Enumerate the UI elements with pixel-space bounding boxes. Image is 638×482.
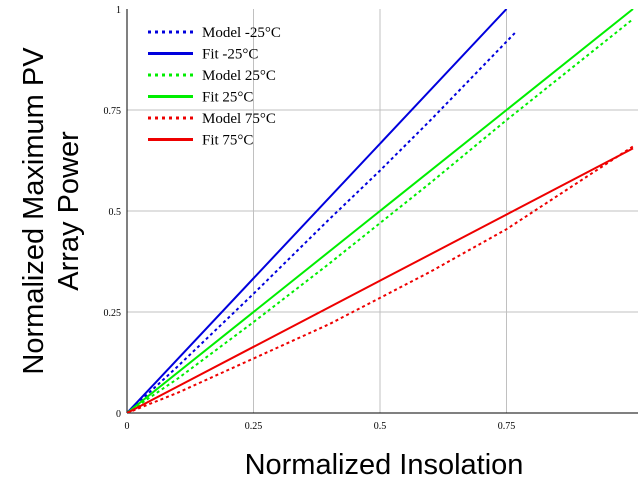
series-line (127, 30, 518, 413)
series-group (127, 9, 634, 413)
y-tick-label: 0.25 (104, 308, 122, 319)
axes (126, 9, 638, 414)
series-line (127, 9, 634, 413)
y-tick-label: 0 (116, 409, 121, 420)
x-tick-labels: 0 0.25 0.5 0.75 (125, 421, 516, 432)
legend-label: Model 25°C (202, 68, 276, 84)
x-tick-label: 0.5 (374, 421, 387, 432)
grid (127, 9, 638, 413)
series-line (127, 147, 634, 413)
series-line (127, 145, 634, 413)
y-tick-labels: 0 0.25 0.5 0.75 1 (104, 5, 122, 420)
y-axis-label-line-1: Normalized Maximum PV (18, 47, 50, 375)
x-tick-label: 0.75 (498, 421, 516, 432)
legend-label: Fit 75°C (202, 133, 253, 149)
x-tick-label: 0 (125, 421, 130, 432)
series-line (127, 9, 508, 413)
legend: Model -25°C Fit -25°C Model 25°C Fit 25°C Mo… (148, 25, 281, 149)
legend-label: Model -25°C (202, 25, 281, 41)
y-axis-label-line-2: Array Power (53, 131, 85, 291)
y-tick-label: 0.75 (104, 106, 122, 117)
legend-label: Fit -25°C (202, 47, 258, 63)
y-tick-label: 1 (116, 5, 121, 16)
x-axis-label: Normalized Insolation (245, 449, 524, 481)
x-tick-label: 0.25 (245, 421, 263, 432)
legend-label: Model 75°C (202, 111, 276, 127)
legend-label: Fit 25°C (202, 90, 253, 106)
series-line (127, 18, 634, 413)
y-tick-label: 0.5 (109, 207, 122, 218)
